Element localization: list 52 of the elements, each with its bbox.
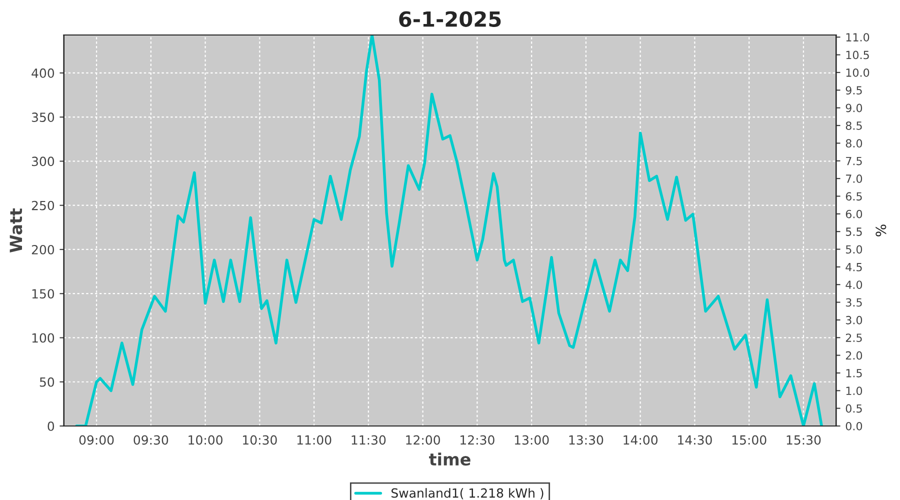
x-tick-label: 11:00 bbox=[297, 435, 332, 445]
x-tick-label: 13:30 bbox=[569, 435, 604, 445]
y2-tick-label: 7.5 bbox=[846, 156, 862, 166]
y2-tick-label: 1.0 bbox=[846, 386, 862, 396]
y2-tick-label: 5.0 bbox=[846, 245, 862, 254]
y2-tick-label: 8.5 bbox=[846, 121, 862, 130]
y-tick-label: 350 bbox=[32, 112, 54, 122]
x-tick-label: 09:30 bbox=[134, 435, 168, 445]
x-tick-label: 15:00 bbox=[732, 435, 766, 445]
y2-tick-label: 2.5 bbox=[846, 334, 862, 342]
y-tick-label: 50 bbox=[40, 377, 54, 387]
y2-tick-label: 7.0 bbox=[846, 174, 862, 183]
y-axis-title: Watt bbox=[10, 208, 22, 252]
y2-tick-label: 10.5 bbox=[846, 50, 869, 60]
x-tick-label: 12:30 bbox=[460, 435, 494, 445]
x-axis-title: time bbox=[429, 452, 470, 466]
y2-tick-label: 1.5 bbox=[846, 369, 862, 378]
y2-tick-label: 2.0 bbox=[846, 351, 862, 360]
x-tick-label: 10:30 bbox=[243, 435, 277, 445]
x-tick-label: 09:00 bbox=[79, 435, 114, 445]
y2-tick-label: 8.0 bbox=[846, 139, 862, 148]
y2-tick-label: 0.0 bbox=[846, 422, 862, 430]
y2-tick-label: 9.0 bbox=[846, 104, 862, 112]
y2-tick-label: 11.0 bbox=[846, 33, 870, 42]
y-tick-label: 250 bbox=[32, 200, 54, 210]
x-tick-label: 15:30 bbox=[786, 435, 821, 445]
y-tick-label: 0 bbox=[48, 421, 54, 431]
y-tick-label: 150 bbox=[32, 289, 54, 299]
x-tick-label: 14:30 bbox=[678, 435, 712, 445]
x-tick-label: 13:00 bbox=[514, 435, 549, 445]
y2-tick-label: 3.0 bbox=[846, 316, 862, 324]
line-series bbox=[75, 35, 823, 426]
y-tick-label: 100 bbox=[32, 333, 54, 343]
x-tick-label: 12:00 bbox=[406, 435, 440, 445]
y2-tick-label: 3.5 bbox=[846, 298, 862, 307]
y2-tick-label: 4.5 bbox=[846, 263, 862, 272]
x-tick-label: 10:00 bbox=[188, 435, 222, 445]
y2-tick-label: 10.0 bbox=[846, 68, 870, 77]
y2-tick-label: 9.5 bbox=[846, 86, 862, 95]
y2-tick-label: 4.0 bbox=[846, 280, 862, 289]
y2-axis-title: % bbox=[876, 224, 886, 236]
y2-tick-label: 6.5 bbox=[846, 192, 862, 201]
y2-tick-label: 6.0 bbox=[846, 210, 862, 218]
x-tick-label: 14:00 bbox=[624, 435, 658, 445]
legend-label: Swanland1( 1.218 kWh ) bbox=[391, 488, 544, 500]
chart-title: 6-1-2025 bbox=[399, 11, 501, 27]
y2-tick-label: 0.5 bbox=[846, 404, 862, 413]
y-tick-label: 300 bbox=[32, 156, 54, 166]
y-tick-label: 200 bbox=[32, 244, 54, 254]
y2-tick-label: 5.5 bbox=[846, 228, 862, 236]
y-tick-label: 400 bbox=[32, 68, 54, 78]
x-tick-label: 11:30 bbox=[352, 435, 386, 445]
